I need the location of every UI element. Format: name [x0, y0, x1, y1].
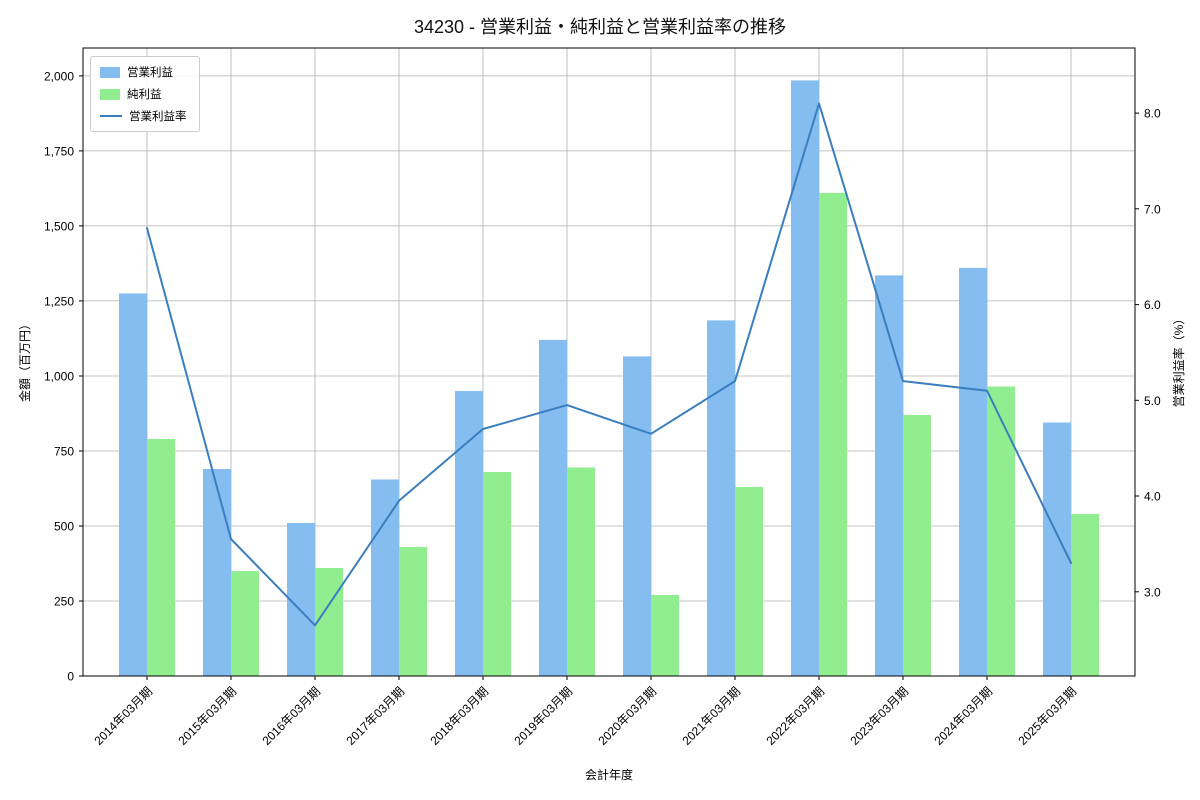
- bar-営業利益-2018年03月期: [455, 391, 483, 676]
- bar-純利益-2018年03月期: [483, 472, 511, 676]
- plot-border: [82, 47, 1136, 677]
- bar-営業利益-2016年03月期: [287, 523, 315, 676]
- bar-純利益-2021年03月期: [735, 487, 763, 676]
- bar-営業利益-2023年03月期: [875, 275, 903, 676]
- legend-item-operating-margin: 営業利益率: [100, 108, 187, 124]
- x-tick-label: 2018年03月期: [427, 684, 491, 748]
- x-tick-label: 2016年03月期: [259, 684, 323, 748]
- left-tick-label: 1,750: [44, 144, 74, 158]
- bar-純利益-2025年03月期: [1071, 514, 1099, 676]
- bar-営業利益-2021年03月期: [707, 320, 735, 676]
- legend-label-operating-profit: 営業利益: [127, 67, 173, 79]
- bar-純利益-2024年03月期: [987, 386, 1015, 676]
- left-tick-label: 250: [54, 595, 74, 609]
- bar-純利益-2017年03月期: [399, 547, 427, 676]
- legend-line-swatch-operating-margin: [100, 115, 122, 117]
- x-axis-label: 会計年度: [584, 768, 633, 782]
- bar-純利益-2016年03月期: [315, 568, 343, 676]
- bar-営業利益-2014年03月期: [119, 293, 147, 676]
- bar-営業利益-2022年03月期: [791, 80, 819, 676]
- bar-営業利益-2015年03月期: [203, 469, 231, 676]
- bar-純利益-2022年03月期: [819, 192, 847, 676]
- legend-item-net-profit: 純利益: [100, 86, 187, 102]
- bar-営業利益-2019年03月期: [539, 339, 567, 676]
- left-tick-label: 0: [67, 670, 74, 684]
- x-tick-label: 2017年03月期: [343, 684, 407, 748]
- right-tick-label: 7.0: [1144, 202, 1161, 216]
- bar-純利益-2019年03月期: [567, 467, 595, 676]
- chart-title: 34230 - 営業利益・純利益と営業利益率の推移: [413, 17, 787, 37]
- legend-label-net-profit: 純利益: [127, 89, 162, 101]
- x-tick-label: 2022年03月期: [763, 684, 827, 748]
- y-axis-label-left: 金額（百万円）: [18, 318, 32, 403]
- left-tick-label: 1,250: [44, 294, 74, 308]
- x-tick-label: 2024年03月期: [931, 684, 995, 748]
- right-tick-label: 8.0: [1144, 107, 1161, 121]
- right-tick-label: 5.0: [1144, 394, 1161, 408]
- bar-営業利益-2025年03月期: [1043, 422, 1071, 676]
- left-tick-label: 1,000: [44, 370, 74, 384]
- left-tick-label: 1,500: [44, 219, 74, 233]
- x-tick-label: 2025年03月期: [1015, 684, 1079, 748]
- x-tick-label: 2021年03月期: [679, 684, 743, 748]
- bar-純利益-2015年03月期: [231, 571, 259, 676]
- bar-営業利益-2024年03月期: [959, 267, 987, 676]
- left-tick-label: 500: [54, 520, 74, 534]
- legend-label-operating-margin: 営業利益率: [129, 111, 187, 123]
- left-tick-label: 2,000: [44, 69, 74, 83]
- bar-営業利益-2020年03月期: [623, 356, 651, 676]
- bar-純利益-2014年03月期: [147, 439, 175, 676]
- legend-item-operating-profit: 営業利益: [100, 64, 187, 80]
- bar-純利益-2023年03月期: [903, 415, 931, 676]
- legend-swatch-operating-profit: [100, 66, 120, 78]
- x-tick-label: 2023年03月期: [847, 684, 911, 748]
- legend-swatch-net-profit: [100, 88, 120, 100]
- bar-純利益-2020年03月期: [651, 595, 679, 676]
- right-tick-label: 6.0: [1144, 298, 1161, 312]
- x-tick-label: 2014年03月期: [91, 684, 155, 748]
- right-tick-label: 4.0: [1144, 490, 1161, 504]
- left-tick-label: 750: [54, 445, 74, 459]
- x-tick-label: 2015年03月期: [175, 684, 239, 748]
- x-tick-label: 2019年03月期: [511, 684, 575, 748]
- line-営業利益率: [146, 102, 1072, 627]
- bar-営業利益-2017年03月期: [371, 479, 399, 676]
- x-tick-label: 2020年03月期: [595, 684, 659, 748]
- right-tick-label: 3.0: [1144, 585, 1161, 599]
- legend: 営業利益 純利益 営業利益率: [90, 56, 200, 132]
- y-axis-label-right: 営業利益率（%）: [1172, 312, 1186, 408]
